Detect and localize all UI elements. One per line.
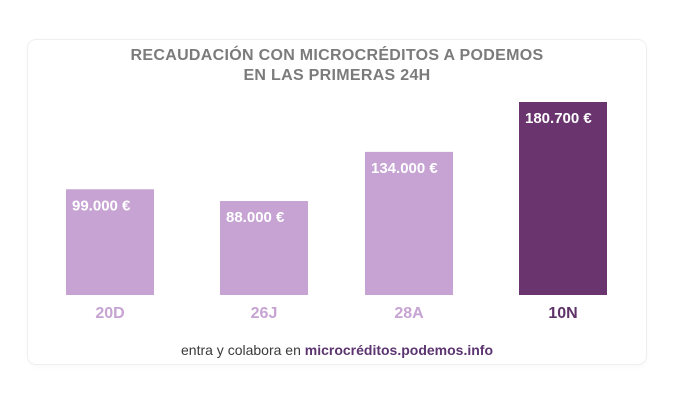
bars-group: 99.000 € 20D 88.000 € 26J 134.000 € 28A 180.70… [66,102,607,322]
chart-title-line-2: EN LAS PRIMERAS 24H [243,67,431,84]
category-label-10n: 10N [548,305,577,322]
value-label-10n: 180.700 € [525,110,592,127]
chart-title-line-1: RECAUDACIÓN CON MICROCRÉDITOS A PODEMOS [130,47,544,64]
footer-text: entra y colabora en [181,342,305,358]
bar-10n [519,102,607,295]
value-label-20d: 99.000 € [72,197,131,214]
category-label-20d: 20D [95,305,124,322]
bar-26j [220,201,308,295]
footer-link[interactable]: microcréditos.podemos.info [304,342,493,358]
category-label-28a: 28A [394,305,424,322]
category-label-26j: 26J [251,305,278,322]
value-label-28a: 134.000 € [371,160,438,177]
bar-28a [365,151,453,295]
chart-title: RECAUDACIÓN CON MICROCRÉDITOS A PODEMOS … [0,46,674,86]
bar-20d [66,189,154,295]
footer: entra y colabora en microcréditos.podemo… [0,342,674,358]
value-label-26j: 88.000 € [226,209,285,226]
